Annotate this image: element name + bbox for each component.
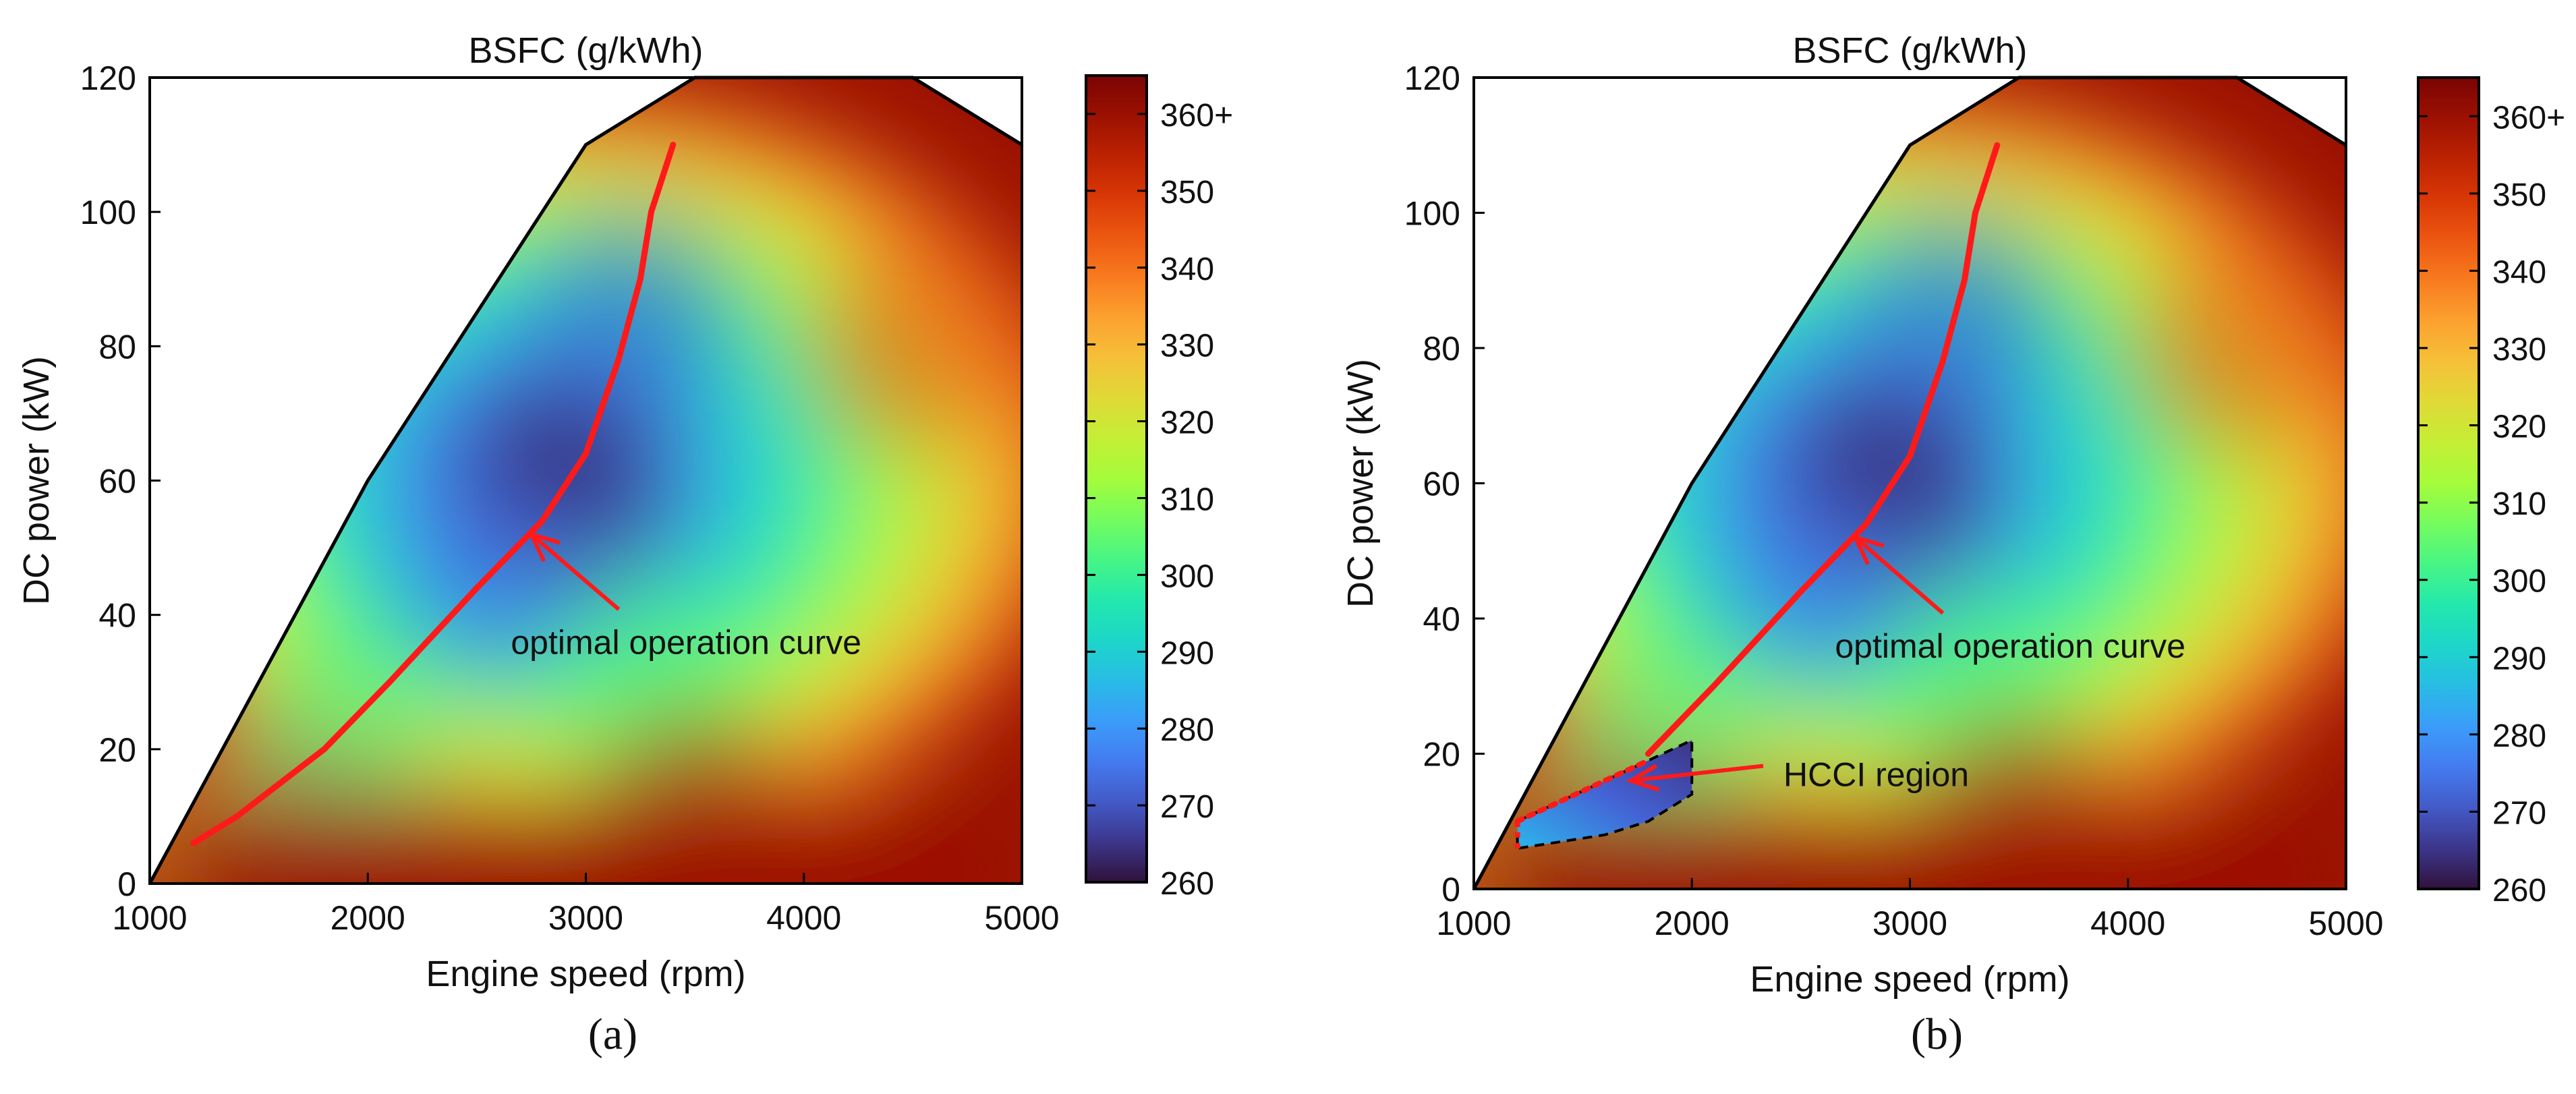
annotation-label: HCCI region — [1783, 756, 1969, 794]
y-tick-label: 120 — [1404, 59, 1460, 97]
y-tick-label: 20 — [98, 731, 136, 769]
panel-label: (a) — [588, 1010, 637, 1059]
y-tick-label: 100 — [80, 194, 136, 231]
y-tick-label: 60 — [98, 463, 136, 500]
colorbar: 260 270 280 290 300 310 320 330 340 350 360+ — [2417, 76, 2565, 909]
colorbar-tick-label: 340 — [2492, 254, 2546, 290]
x-axis-label: Engine speed (rpm) — [426, 954, 745, 994]
colorbar-tick-label: 330 — [1160, 328, 1214, 364]
bsfc-low-load-band — [150, 803, 1022, 884]
x-tick-label: 1000 — [112, 899, 187, 937]
wot-envelope-line — [1472, 76, 2347, 890]
hcci-region — [1516, 738, 1694, 851]
panel-label: (b) — [1911, 1010, 1963, 1059]
chart-title: BSFC (g/kWh) — [1792, 30, 2027, 71]
colorbar-tick-label: 360+ — [2492, 100, 2565, 136]
colorbar-tick-label: 360+ — [1160, 98, 1233, 134]
colorbar-tick-label: 290 — [2492, 641, 2546, 676]
y-tick-label: 80 — [1423, 330, 1460, 368]
colorbar-tick-label: 260 — [1160, 866, 1214, 902]
colorbar-tick-label: 280 — [1160, 712, 1214, 748]
y-tick-label: 60 — [1423, 465, 1460, 503]
colorbar-tick-label: 300 — [2492, 564, 2546, 600]
annotation-arrow-line — [1630, 764, 1764, 783]
x-tick-label: 2000 — [1655, 904, 1729, 942]
annotation-arrow-line — [1854, 536, 1945, 615]
y-tick-label: 80 — [98, 328, 136, 366]
x-tick-label: 2000 — [331, 899, 405, 937]
y-axis-label: DC power (kW) — [1340, 359, 1381, 608]
y-axis-label: DC power (kW) — [16, 356, 57, 605]
bsfc-sample — [1715, 476, 1931, 693]
annotation-arrow-line — [529, 532, 621, 611]
y-tick-label: 120 — [80, 59, 136, 97]
wot-envelope-line — [148, 76, 1023, 885]
y-tick-label: 40 — [98, 597, 136, 635]
y-tick-label: 20 — [1423, 736, 1460, 774]
colorbar-tick-label: 280 — [2492, 718, 2546, 754]
colorbar-tick-label: 350 — [2492, 177, 2546, 213]
y-tick-label: 40 — [1423, 600, 1460, 638]
bsfc-sample — [391, 473, 607, 689]
x-tick-label: 3000 — [1872, 904, 1947, 942]
y-tick-label: 100 — [1404, 195, 1460, 233]
optimal-operation-curve — [1645, 142, 2001, 757]
optimal-operation-curve — [190, 142, 677, 846]
colorbar-tick-label: 310 — [2492, 486, 2546, 522]
colorbar-ramp — [2417, 76, 2480, 890]
colorbar-tick-label: 290 — [1160, 635, 1214, 671]
x-axis-label: Engine speed (rpm) — [1750, 959, 2069, 1000]
chart-title: BSFC (g/kWh) — [468, 30, 703, 71]
colorbar-tick-label: 260 — [2492, 873, 2546, 909]
colorbar-tick-label: 310 — [1160, 482, 1214, 517]
bsfc-sample — [2129, 240, 2345, 456]
annotation-arrow-head — [527, 531, 561, 563]
x-tick-label: 1000 — [1436, 904, 1511, 942]
colorbar-tick-label: 270 — [2492, 795, 2546, 831]
annotation-arrow-head — [1626, 764, 1660, 792]
hcci-boundary-curve — [1514, 757, 1651, 824]
colorbar-tick-label: 320 — [1160, 405, 1214, 441]
colorbar-tick-label: 270 — [1160, 789, 1214, 825]
colorbar-tick-label: 350 — [1160, 175, 1214, 210]
x-tick-label: 5000 — [984, 899, 1059, 937]
y-tick-label: 0 — [117, 865, 136, 903]
annotation-label: optimal operation curve — [1835, 627, 2185, 665]
colorbar: 260 270 280 290 300 310 320 330 340 350 360+ — [1085, 74, 1233, 902]
colorbar-tick-label: 340 — [1160, 252, 1214, 287]
annotation-label: optimal operation curve — [511, 624, 861, 662]
x-tick-label: 3000 — [548, 899, 623, 937]
colorbar-tick-label: 330 — [2492, 332, 2546, 368]
x-tick-label: 5000 — [2308, 904, 2383, 942]
annotation-arrow-head — [1852, 534, 1885, 565]
y-tick-label: 0 — [1441, 871, 1460, 909]
colorbar-ramp — [1085, 74, 1148, 884]
x-tick-label: 4000 — [766, 899, 841, 937]
colorbar-tick-label: 320 — [2492, 409, 2546, 445]
bsfc-sample — [805, 238, 1021, 455]
x-tick-label: 4000 — [2090, 904, 2165, 942]
colorbar-tick-label: 300 — [1160, 558, 1214, 594]
